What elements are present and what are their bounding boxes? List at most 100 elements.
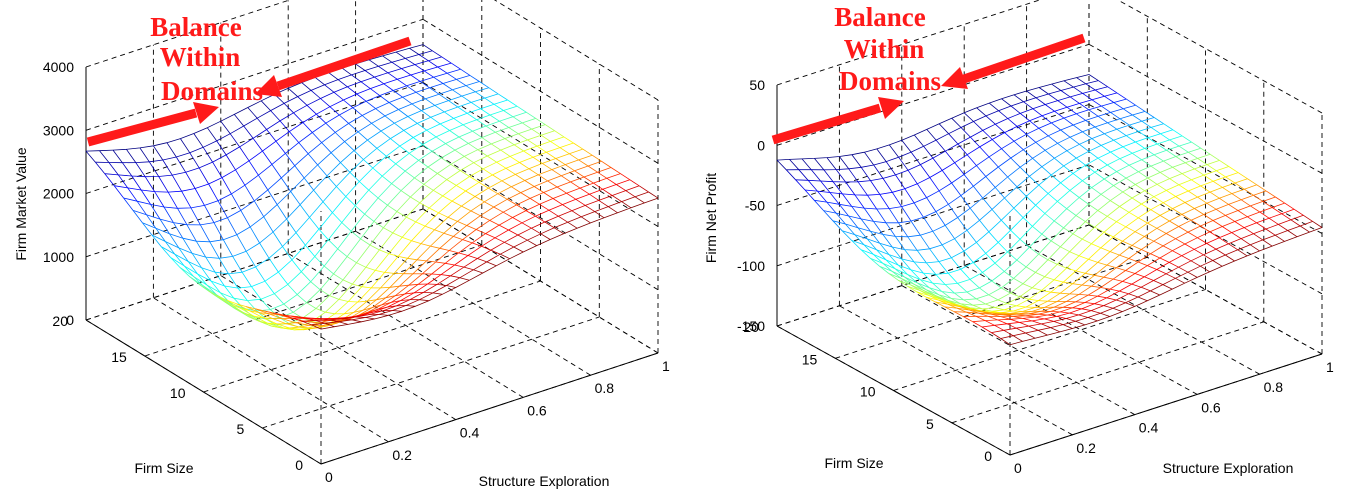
mesh-line [1060, 292, 1070, 295]
mesh-line [1029, 246, 1039, 255]
mesh-line [175, 156, 187, 173]
mesh-line [1048, 93, 1058, 101]
mesh-line [1244, 188, 1254, 196]
mesh-line [212, 161, 223, 178]
mesh-line [249, 226, 260, 244]
mesh-line [385, 295, 396, 299]
mesh-line [408, 152, 419, 161]
mesh-line [258, 174, 269, 191]
mesh-line [360, 238, 371, 246]
mesh-line [338, 321, 349, 325]
mesh-line [447, 216, 458, 222]
mesh-line [373, 221, 384, 229]
mesh-line [1109, 288, 1120, 292]
mesh-line [1041, 115, 1052, 124]
mesh-line [1240, 199, 1251, 207]
mesh-line [490, 249, 501, 255]
mesh-line [404, 170, 415, 179]
mesh-line [508, 229, 519, 236]
mesh-line [517, 234, 528, 241]
mesh-line [976, 298, 986, 305]
mesh-line [944, 225, 955, 239]
mesh-line [1047, 135, 1058, 144]
mesh-line [392, 310, 402, 312]
mesh-line [142, 81, 480, 243]
mesh-line [347, 86, 358, 95]
mesh-line [489, 220, 500, 226]
mesh-line [966, 230, 977, 243]
mesh-line [1159, 257, 1170, 263]
mesh-line [972, 321, 983, 328]
mesh-line [1125, 135, 1136, 143]
mesh-line [231, 193, 242, 211]
mesh-line [504, 241, 514, 248]
x-axis-line [1009, 353, 1323, 456]
mesh-line [1069, 251, 1080, 257]
mesh-line [293, 112, 304, 123]
mesh-line [1113, 236, 1123, 242]
mesh-line [501, 180, 512, 188]
mesh-line [832, 181, 843, 195]
mesh-line [1271, 207, 1282, 215]
mesh-line [876, 208, 887, 224]
mesh-line [365, 100, 376, 109]
mesh-line [477, 149, 488, 157]
mesh-line [432, 50, 443, 58]
mesh-line [817, 190, 828, 203]
mesh-line [1026, 133, 1037, 143]
mesh-line [1087, 317, 1098, 322]
arrow-right-head [941, 67, 968, 89]
mesh-line [264, 160, 602, 324]
mesh-line [901, 258, 912, 271]
mesh-line [227, 217, 238, 235]
mesh-line [860, 218, 871, 232]
mesh-line [1038, 127, 1049, 137]
mesh-line [1101, 105, 1111, 113]
mesh-line [296, 294, 307, 304]
mesh-line [217, 200, 228, 218]
mesh-line [826, 201, 837, 214]
mesh-line [540, 233, 551, 240]
mesh-line [216, 140, 227, 156]
mesh-line [597, 171, 608, 179]
mesh-line [444, 111, 454, 119]
mesh-line [476, 119, 487, 127]
mesh-line [538, 174, 548, 182]
mesh-line [243, 125, 254, 139]
mesh-line [136, 200, 147, 216]
mesh-line [582, 148, 593, 156]
mesh-line [1184, 162, 1195, 170]
mesh-line [1284, 202, 1295, 210]
mesh-line [442, 195, 453, 202]
mesh-line [1175, 196, 1186, 203]
mesh-line [400, 299, 411, 301]
mesh-line [351, 319, 362, 323]
mesh-line [1010, 229, 1021, 240]
mesh-line [1032, 225, 1043, 235]
mesh-line [494, 237, 505, 243]
mesh-line [555, 158, 566, 165]
mesh-line [361, 115, 372, 124]
back-wall-grid-line [776, 43, 1090, 146]
mesh-line [1075, 157, 1086, 166]
mesh-line [969, 279, 980, 289]
mesh-line [1050, 240, 1061, 248]
mesh-line [167, 191, 178, 209]
mesh-line [1094, 126, 1105, 135]
mesh-line [907, 160, 1220, 310]
mesh-line [1019, 166, 1030, 177]
mesh-line [919, 234, 930, 250]
mesh-line [1007, 176, 1018, 188]
mesh-line [508, 127, 519, 135]
mesh-line [1159, 172, 1170, 179]
mesh-line [997, 299, 1008, 304]
mesh-line [997, 242, 1008, 253]
mesh-line [278, 271, 289, 285]
mesh-line [857, 181, 868, 196]
mesh-line [1178, 184, 1189, 192]
mesh-line [381, 175, 392, 184]
mesh-line [789, 159, 800, 170]
mesh-line [451, 200, 462, 207]
mesh-line [1106, 297, 1117, 301]
y-axis-label: Firm Size [824, 455, 883, 471]
